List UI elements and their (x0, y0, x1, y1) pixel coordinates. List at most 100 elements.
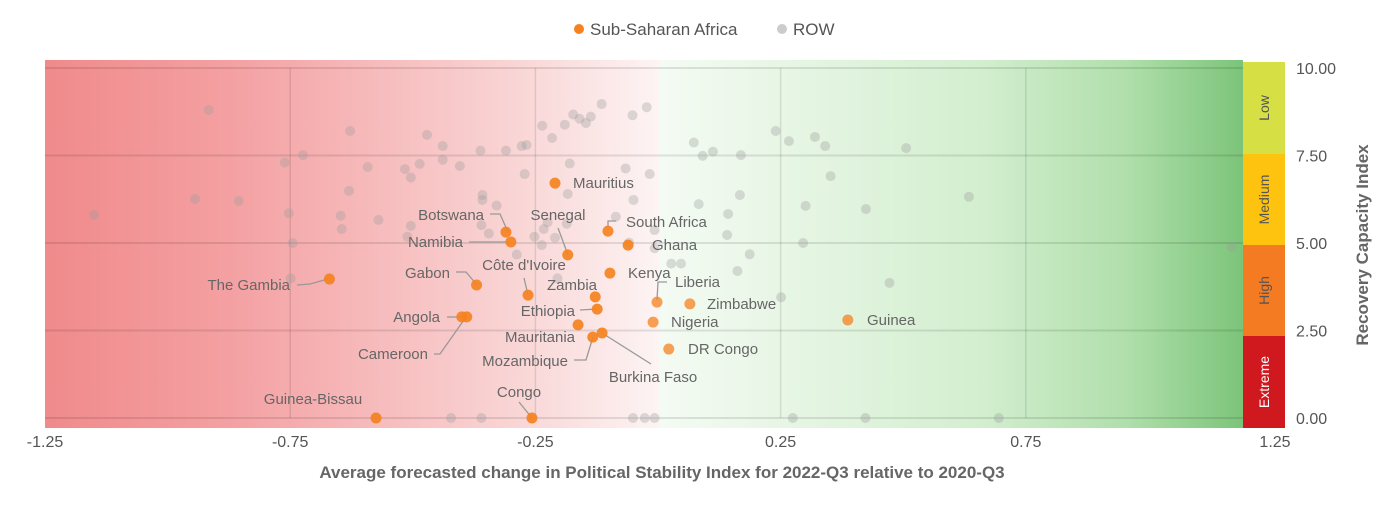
point-label: Congo (497, 384, 541, 401)
x-axis-title: Average forecasted change in Political S… (319, 463, 1004, 482)
row-point (552, 273, 563, 284)
y-tick-label: 10.00 (1296, 61, 1336, 78)
row-point (707, 146, 718, 157)
risk-band-extreme (1243, 336, 1285, 428)
row-point (649, 413, 660, 423)
row-point (538, 224, 549, 234)
row-point (860, 204, 871, 215)
row-point (644, 169, 655, 180)
legend-label-row[interactable]: ROW (793, 20, 835, 39)
leader-line (490, 213, 509, 233)
row-point (542, 217, 553, 228)
row-point (287, 238, 298, 248)
row-point (437, 141, 448, 152)
point-label: Burkina Faso (609, 369, 697, 386)
row-point (437, 154, 448, 165)
legend-marker-row (777, 24, 787, 34)
ssa-point (572, 319, 584, 331)
risk-band-label: Medium (1256, 175, 1272, 225)
y-tick-label: 7.50 (1296, 149, 1327, 166)
row-point (666, 258, 677, 269)
ssa-point (602, 225, 614, 237)
ssa-point (684, 298, 696, 310)
row-point (405, 172, 416, 183)
risk-bands: Low Medium High Extreme (1243, 62, 1285, 428)
row-point (628, 194, 639, 205)
row-point (649, 243, 660, 254)
row-point (344, 185, 355, 196)
row-point (402, 231, 413, 242)
ssa-point (323, 273, 335, 285)
ssa-point (622, 239, 634, 251)
row-point (405, 220, 416, 231)
row-point (963, 191, 974, 202)
row-point (641, 102, 652, 113)
risk-band-medium (1243, 154, 1285, 245)
ssa-point (647, 316, 659, 328)
point-label: Senegal (530, 207, 585, 224)
row-point (89, 210, 100, 220)
ssa-point (604, 267, 616, 279)
row-point (336, 224, 347, 234)
row-point (562, 189, 573, 199)
row-point (279, 157, 290, 168)
leader-line (434, 316, 467, 355)
row-point (693, 199, 704, 210)
point-label: Ethiopia (521, 303, 576, 320)
row-point (770, 126, 781, 136)
row-point (820, 141, 831, 152)
point-label: DR Congo (688, 341, 758, 358)
ssa-point (500, 226, 512, 238)
risk-band-label: High (1256, 276, 1272, 305)
row-point (483, 228, 494, 239)
point-label: The Gambia (207, 277, 290, 294)
x-tick-label: 0.25 (765, 434, 796, 451)
point-label: Nigeria (671, 314, 719, 331)
row-point (561, 218, 572, 229)
legend-label-ssa[interactable]: Sub-Saharan Africa (590, 20, 738, 39)
ssa-point (587, 331, 599, 343)
row-point (627, 413, 638, 423)
point-label: Mauritius (573, 175, 634, 192)
point-label: Botswana (418, 207, 485, 224)
x-tick-label: -1.25 (27, 434, 64, 451)
gridlines (45, 67, 1243, 419)
row-point (285, 273, 296, 284)
row-point (723, 208, 734, 219)
legend-marker-ssa (574, 24, 584, 34)
point-label: Côte d'Ivoire (482, 257, 566, 274)
point-label: Mauritania (505, 329, 576, 346)
risk-band-label: Extreme (1256, 356, 1272, 408)
y-axis-ticks: 0.00 2.50 5.00 7.50 10.00 (1296, 61, 1336, 428)
point-label: Zambia (547, 277, 598, 294)
ssa-point (589, 291, 601, 303)
row-point (734, 190, 745, 201)
row-point (697, 150, 708, 161)
point-label: Zimbabwe (707, 296, 776, 313)
row-point (516, 141, 527, 152)
ssa-point (471, 279, 483, 291)
row-point (568, 109, 579, 120)
row-point (884, 277, 895, 288)
row-point (511, 249, 522, 260)
row-point (550, 232, 561, 243)
point-label: Guinea (867, 312, 916, 329)
point-label: Namibia (408, 234, 464, 251)
row-point (529, 231, 540, 242)
row-point (901, 143, 912, 154)
y-tick-label: 5.00 (1296, 236, 1327, 253)
row-point (422, 129, 433, 140)
row-point (809, 131, 820, 142)
ssa-points (323, 177, 854, 424)
row-point (580, 117, 591, 128)
ssa-point (526, 412, 538, 424)
row-point (610, 211, 621, 222)
row-point (477, 190, 488, 201)
y-axis-title: Recovery Capacity Index (1353, 144, 1372, 346)
point-label: Mozambique (482, 353, 568, 370)
ssa-point (651, 296, 663, 308)
ssa-point (549, 177, 561, 189)
positive-zone (660, 60, 1243, 428)
ssa-point (842, 314, 854, 326)
